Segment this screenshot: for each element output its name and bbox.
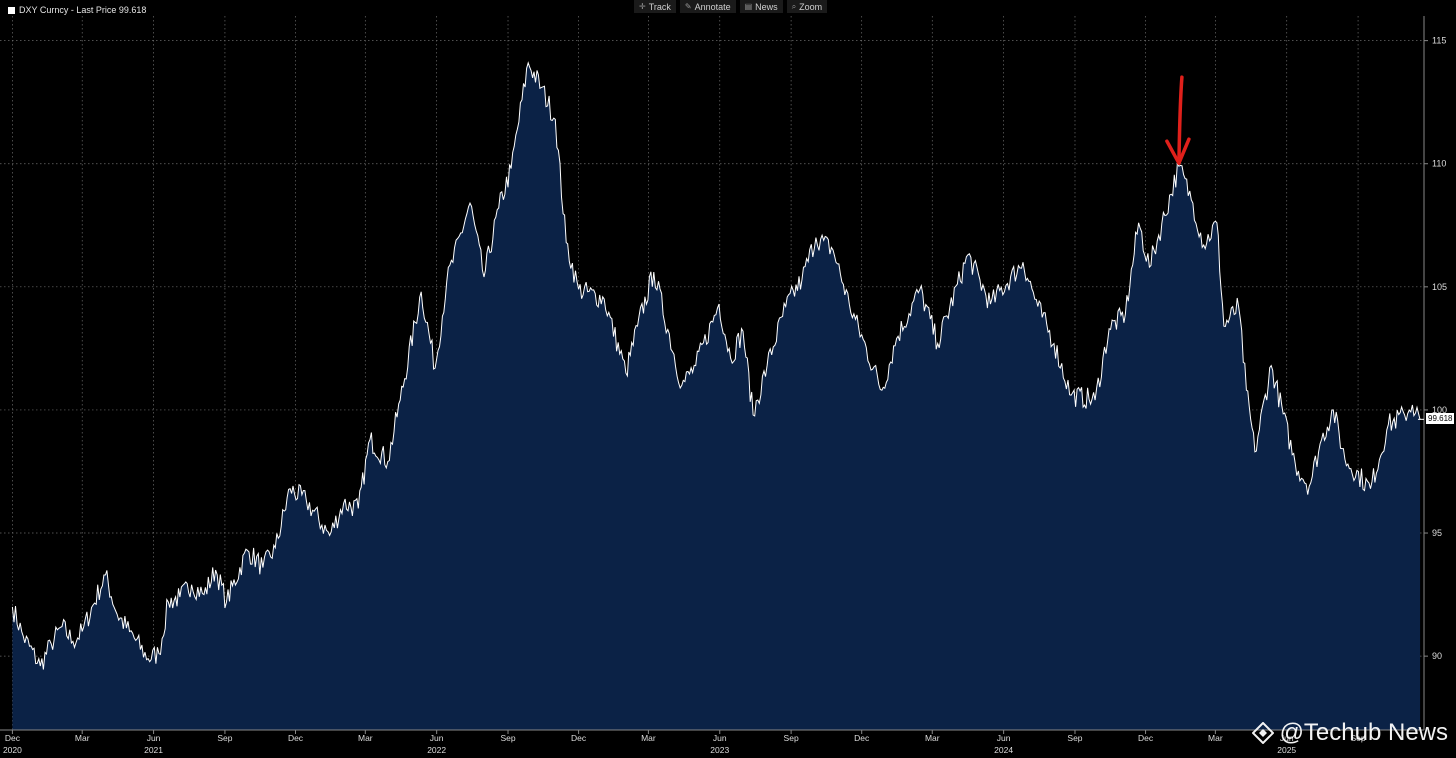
zoom-label: Zoom (799, 1, 823, 12)
x-tick-label: Jun (430, 733, 444, 743)
x-tick-label: Mar (641, 733, 656, 743)
last-price-label: 99.618 (1426, 413, 1455, 424)
zoom-button[interactable]: ⌕ Zoom (786, 0, 828, 13)
x-tick-label: Jun (713, 733, 727, 743)
track-label: Track (648, 1, 671, 12)
x-year-label: 2023 (710, 745, 729, 755)
crosshair-icon: ✛ (639, 2, 646, 11)
y-tick-label: 110 (1432, 159, 1446, 169)
x-tick-label: Sep (1067, 733, 1082, 743)
x-year-label: 2021 (144, 745, 163, 755)
annotate-label: Annotate (694, 1, 731, 12)
y-tick-label: 105 (1432, 282, 1447, 292)
x-tick-label: Sep (500, 733, 515, 743)
news-label: News (755, 1, 778, 12)
y-tick-label: 100 (1432, 405, 1447, 415)
x-tick-label: Dec (288, 733, 304, 743)
axes (0, 16, 1425, 731)
y-tick-label: 115 (1432, 36, 1446, 46)
legend-text: DXY Curncy - Last Price 99.618 (19, 5, 147, 15)
x-year-label: 2022 (427, 745, 446, 755)
price-line (11, 61, 1421, 670)
x-year-label: 2024 (994, 745, 1013, 755)
x-tick-label: Mar (75, 733, 90, 743)
x-tick-label: Mar (1208, 733, 1223, 743)
watermark: @Techub News (1251, 719, 1448, 747)
diamond-logo-icon (1251, 722, 1274, 744)
y-tick-labels: 90 95 100 105 110 115 (1418, 36, 1447, 661)
x-year-label: 2020 (3, 745, 22, 755)
track-button[interactable]: ✛ Track (634, 0, 676, 13)
arrow-head (1165, 137, 1191, 165)
x-tick-label: Jun (147, 733, 161, 743)
x-tick-label: Sep (217, 733, 232, 743)
watermark-text: @Techub News (1279, 719, 1448, 746)
x-tick-label: Dec (1138, 733, 1154, 743)
x-tick-label: Dec (854, 733, 870, 743)
price-area (12, 62, 1421, 731)
news-button[interactable]: ▤ News (739, 0, 783, 13)
peak-annotation-arrow (1165, 75, 1191, 165)
x-tick-label: Jun (997, 733, 1011, 743)
x-tick-label: Mar (925, 733, 940, 743)
y-tick-label: 90 (1432, 651, 1442, 661)
chart-toolbar: ✛ Track ✎ Annotate ▤ News ⌕ Zoom (634, 0, 828, 13)
x-tick-label: Sep (784, 733, 799, 743)
annotate-button[interactable]: ✎ Annotate (679, 0, 736, 13)
x-tick-label: Sep (1351, 733, 1366, 743)
arrow-shaft (1177, 75, 1184, 165)
y-tick-label: 95 (1432, 528, 1442, 538)
x-tick-labels: Dec 2020 Mar Jun 2021 Sep Dec Mar Jun 2022 Sep Dec M… (3, 730, 1366, 755)
legend-swatch (8, 6, 15, 14)
news-icon: ▤ (744, 2, 753, 11)
magnifier-icon: ⌕ (791, 1, 797, 11)
pencil-icon: ✎ (684, 2, 692, 11)
x-tick-label: Dec (571, 733, 587, 743)
chart-legend: DXY Curncy - Last Price 99.618 (8, 5, 146, 15)
x-tick-label: Jun (1280, 733, 1294, 743)
x-year-label: 2025 (1277, 745, 1296, 755)
x-tick-label: Dec (5, 733, 21, 743)
x-tick-label: Mar (358, 733, 373, 743)
